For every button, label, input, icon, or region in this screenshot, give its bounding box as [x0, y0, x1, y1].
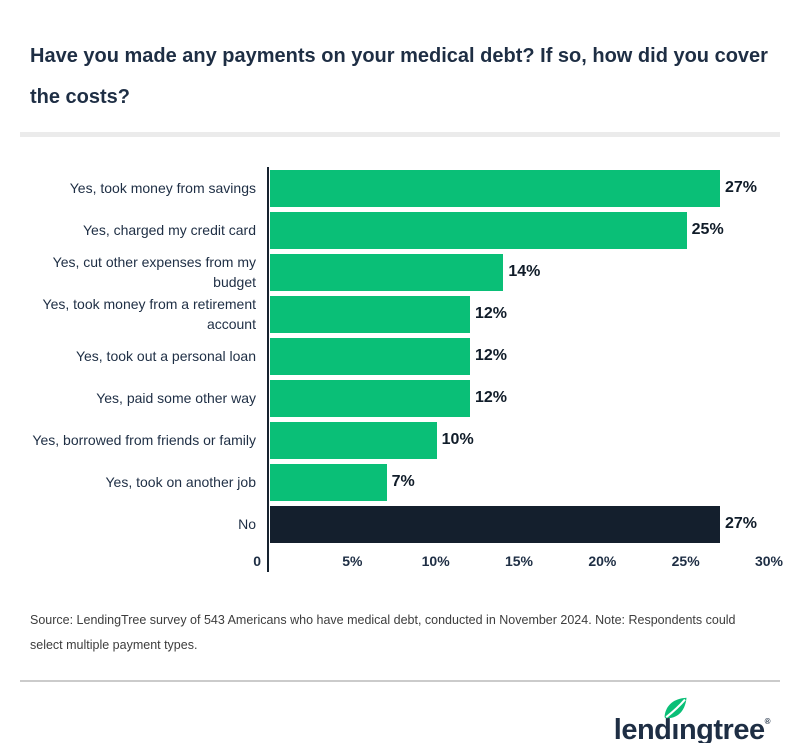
x-tick-label: 10%: [421, 553, 450, 569]
bar-row: Yes, charged my credit card 25%: [30, 209, 775, 251]
bar: [270, 211, 687, 249]
category-label: Yes, took out a personal loan: [75, 347, 256, 364]
lendingtree-logo: lendı ngtree®: [613, 697, 771, 743]
x-tick-label: 5%: [342, 553, 363, 569]
category-label: Yes, cut other expenses from my budget: [52, 253, 256, 290]
x-axis-ticks: 0 5% 10% 15% 20% 25% 30%: [253, 549, 783, 576]
bar: [270, 253, 504, 291]
bar-area: 27%: [268, 503, 757, 545]
x-tick-label: 25%: [671, 553, 700, 569]
logo-text-suffix: ngtree: [678, 714, 765, 743]
bar-area: 10%: [268, 419, 474, 461]
bar: [270, 505, 720, 543]
bar-area: 27%: [268, 167, 757, 209]
category-label: Yes, paid some other way: [96, 389, 256, 406]
bar-area: 25%: [268, 209, 724, 251]
bar-area: 12%: [268, 377, 507, 419]
bar-row: Yes, took money from savings 27%: [30, 167, 775, 209]
value-label: 12%: [475, 389, 508, 406]
value-label: 12%: [475, 305, 508, 322]
category-label: Yes, took on another job: [105, 473, 257, 490]
logo-letter-i: ı: [664, 697, 687, 743]
bar-row: Yes, cut other expenses from my budget 14…: [30, 251, 775, 293]
bar-row: No 27%: [30, 503, 775, 545]
top-divider: [20, 132, 780, 137]
chart-question-title: Have you made any payments on your medic…: [30, 45, 768, 108]
bar-row: Yes, paid some other way 12%: [30, 377, 775, 419]
category-label: Yes, borrowed from friends or family: [32, 431, 256, 448]
value-label: 12%: [475, 347, 508, 364]
bar-area: 12%: [268, 293, 507, 335]
bar: [270, 421, 437, 459]
bottom-divider: [20, 680, 780, 682]
source-note: Source: LendingTree survey of 543 Americ…: [30, 613, 736, 652]
value-label: 7%: [391, 473, 415, 490]
value-label: 27%: [725, 515, 758, 532]
bar-row: Yes, borrowed from friends or family 10%: [30, 419, 775, 461]
category-label: Yes, took money from savings: [69, 179, 256, 196]
bar-row: Yes, took out a personal loan 12%: [30, 335, 775, 377]
logo-text-prefix: lend: [613, 714, 672, 743]
leaf-icon: [664, 697, 687, 719]
bar: [270, 295, 470, 333]
value-label: 10%: [441, 431, 474, 448]
bar-rows: Yes, took money from savings 27% Yes, char…: [30, 167, 775, 545]
registered-trademark: ®: [764, 717, 771, 726]
value-label: 25%: [691, 221, 724, 238]
category-label: No: [238, 515, 256, 532]
x-tick-label: 30%: [754, 553, 784, 569]
bar: [270, 379, 470, 417]
bar: [270, 463, 387, 501]
bar-area: 14%: [268, 251, 540, 293]
category-label: Yes, charged my credit card: [82, 221, 256, 238]
value-label: 27%: [725, 179, 758, 196]
x-tick-label: 0: [253, 553, 261, 569]
bar: [270, 337, 470, 375]
infographic: Have you made any payments on your medic…: [0, 36, 800, 743]
bar-row: Yes, took on another job 7%: [30, 461, 775, 503]
bar-area: 12%: [268, 335, 507, 377]
logo-area: lendı ngtree®: [0, 697, 800, 743]
bar-area: 7%: [268, 461, 415, 503]
x-tick-label: 20%: [588, 553, 617, 569]
bar: [270, 169, 720, 207]
y-axis-line: [267, 167, 269, 572]
bar-chart: Yes, took money from savings 27% Yes, char…: [30, 167, 783, 576]
value-label: 14%: [508, 263, 541, 280]
category-label: Yes, took money from a retirement accoun…: [42, 295, 256, 332]
bar-row: Yes, took money from a retirement accoun…: [30, 293, 775, 335]
x-tick-label: 15%: [504, 553, 534, 569]
